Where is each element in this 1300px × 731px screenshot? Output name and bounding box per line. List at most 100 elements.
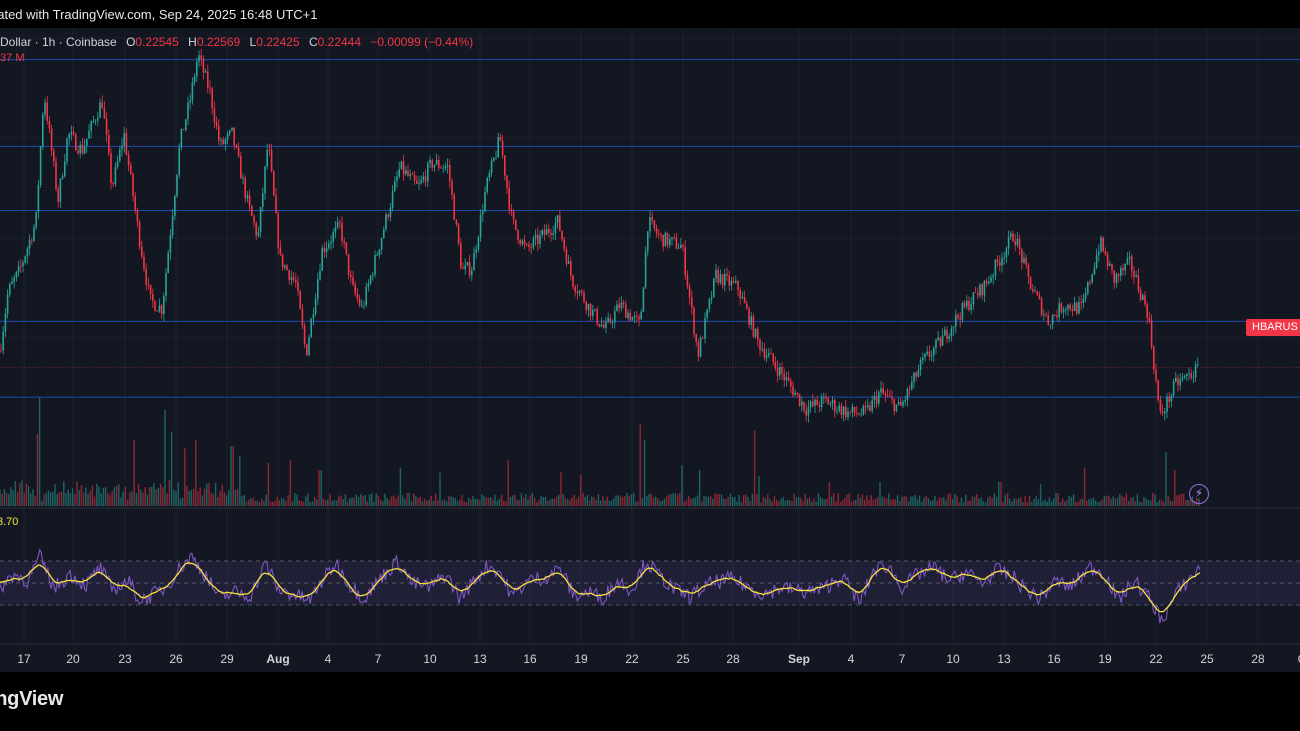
volume-bar (753, 430, 756, 506)
volume-bar (857, 493, 859, 506)
x-tick-label: 7 (898, 652, 906, 666)
volume-bar (41, 500, 43, 506)
chart-canvas[interactable] (0, 28, 1300, 672)
candle-body (354, 284, 356, 294)
volume-bar (551, 498, 553, 506)
candle-body (306, 344, 308, 356)
candle-body (798, 393, 801, 406)
candle-body (81, 144, 84, 154)
volume-bar (571, 497, 573, 506)
volume-bar (841, 499, 844, 506)
volume-bar (390, 496, 393, 506)
candle-body (374, 255, 376, 275)
candle-body (746, 303, 748, 309)
candle-body (831, 400, 834, 404)
volume-bar (445, 500, 448, 506)
volume-bar (430, 495, 432, 506)
volume-bar (443, 499, 446, 506)
volume-bar (984, 502, 987, 506)
candle-body (339, 221, 341, 223)
volume-bar (496, 500, 498, 506)
volume-bar (437, 500, 439, 506)
volume-bar (1116, 497, 1119, 506)
candle-body (1133, 270, 1135, 277)
volume-bar (256, 500, 259, 506)
volume-bar (87, 493, 89, 506)
volume-bar (69, 493, 72, 506)
volume-bar (835, 501, 837, 506)
candle-body (1098, 251, 1100, 256)
candle-body (924, 353, 926, 358)
candle-body (600, 324, 603, 327)
volume-bar (511, 495, 514, 506)
candle-body (108, 135, 110, 154)
candle-body (842, 406, 845, 416)
low-value: 0.22425 (256, 35, 300, 49)
volume-bar (773, 496, 776, 506)
x-tick-label: 28 (1251, 652, 1265, 666)
candle-body (607, 317, 609, 322)
volume-bar (850, 501, 853, 506)
candle-body (653, 220, 656, 229)
candle-body (1100, 237, 1102, 252)
candle-body (77, 150, 79, 154)
candle-body (1067, 304, 1069, 310)
candle-body (130, 165, 132, 174)
chart-frame[interactable] (0, 28, 1300, 672)
volume-bar (1088, 499, 1090, 506)
candle-body (185, 119, 187, 130)
volume-bar (626, 493, 628, 506)
volume-bar (159, 483, 162, 506)
candle-body (537, 234, 539, 244)
volume-bar (569, 500, 571, 506)
volume-bar (23, 492, 25, 506)
volume-bar (738, 494, 740, 506)
volume-bar (63, 481, 65, 506)
candle-body (473, 252, 475, 271)
candle-body (554, 223, 557, 234)
candle-body (517, 229, 519, 240)
candle-body (378, 249, 381, 255)
candle-body (253, 215, 255, 223)
volume-bar (914, 495, 916, 506)
candle-body (292, 277, 295, 280)
candle-body (809, 401, 812, 408)
candle-body (57, 188, 59, 202)
candle-body (191, 82, 194, 101)
candle-body (460, 243, 462, 268)
volume-bar (747, 496, 749, 506)
volume-bar (113, 487, 116, 506)
candle-body (1131, 256, 1133, 271)
volume-bar (714, 493, 716, 506)
volume-bar (520, 493, 523, 506)
candle-body (713, 278, 715, 297)
candle-body (424, 176, 427, 182)
x-tick-label: 17 (17, 652, 31, 666)
lightning-icon[interactable]: ⚡ (1189, 484, 1209, 504)
volume-bar (144, 487, 146, 506)
candle-body (1005, 248, 1008, 258)
volume-bar (848, 493, 850, 506)
candle-body (675, 237, 678, 249)
x-tick-label: 28 (726, 652, 740, 666)
candle-body (869, 405, 871, 411)
candle-body (433, 164, 436, 168)
volume-bar (107, 493, 109, 506)
volume-bar (1178, 494, 1180, 506)
candle-body (640, 311, 642, 320)
volume-bar (439, 472, 441, 506)
volume-bar (646, 495, 648, 506)
volume-bar (980, 497, 982, 506)
volume-bar (122, 491, 124, 506)
candle-body (156, 310, 158, 312)
candle-body (917, 369, 920, 377)
volume-bar (175, 490, 177, 506)
volume-bar (434, 493, 437, 506)
volume-bar (813, 498, 815, 506)
volume-bar (588, 500, 591, 506)
volume-bar (1035, 496, 1037, 506)
candle-body (167, 252, 169, 273)
volume-bar (982, 501, 985, 506)
volume-bar (366, 501, 369, 506)
volume-bar (137, 483, 140, 506)
